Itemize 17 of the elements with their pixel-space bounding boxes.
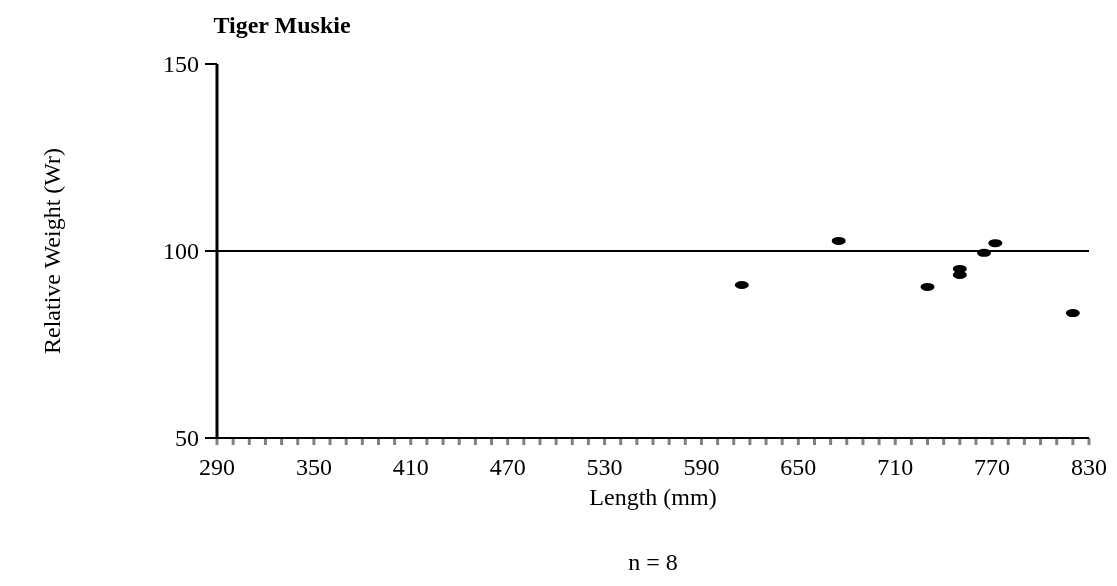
y-tick-label: 150: [163, 51, 199, 77]
y-tick-label: 100: [163, 238, 199, 264]
chart-title: Tiger Muskie: [213, 12, 351, 38]
x-tick-label: 710: [877, 454, 914, 480]
x-tick-label: 530: [586, 454, 623, 480]
x-tick-label: 290: [199, 454, 235, 480]
x-axis-title: Length (mm): [589, 484, 717, 510]
x-tick-label: 830: [1071, 454, 1107, 480]
x-tick-label: 350: [295, 454, 332, 480]
x-tick-label: 770: [974, 454, 1011, 480]
text: n = 8: [628, 549, 678, 575]
x-tick-label: 590: [683, 454, 720, 480]
y-axis-title: Relative Weight (Wr): [39, 148, 65, 354]
x-tick-label: 470: [489, 454, 526, 480]
y-tick-label: 50: [175, 425, 199, 451]
x-tick-label: 650: [780, 454, 817, 480]
x-tick-label: 410: [392, 454, 429, 480]
